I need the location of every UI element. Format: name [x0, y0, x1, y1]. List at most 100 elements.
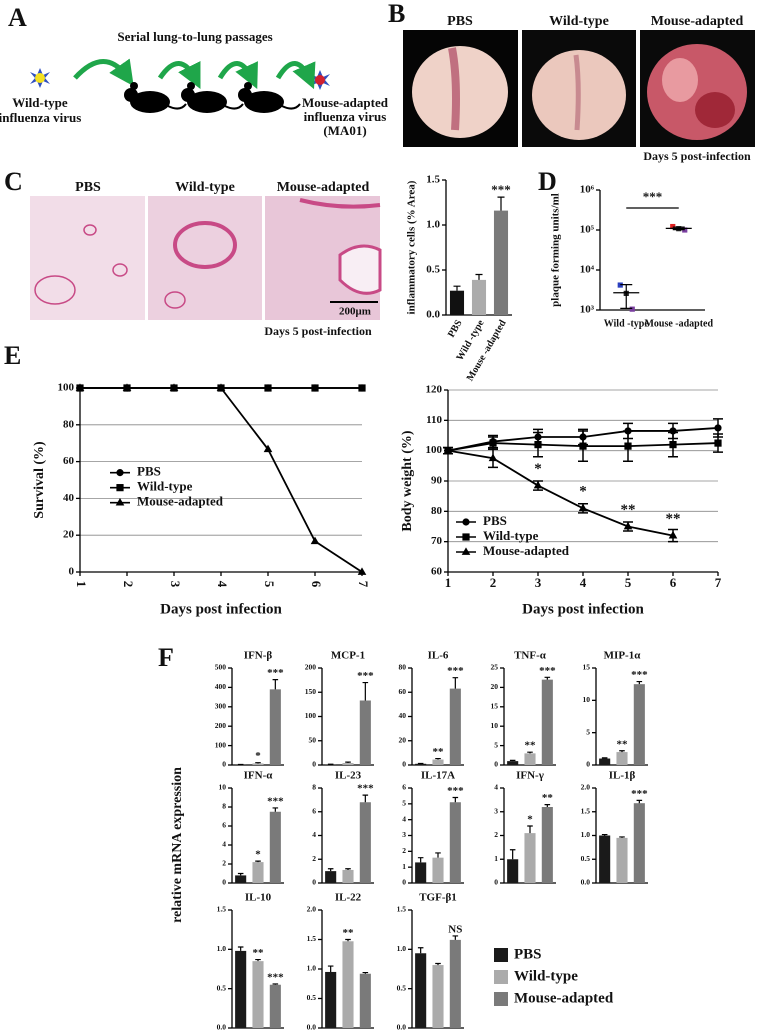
bar	[524, 753, 535, 765]
error-bar	[602, 835, 608, 836]
significance-label: ***	[357, 783, 374, 795]
y-tick-label: 5	[494, 740, 498, 749]
x-tick-label: Wild -type	[604, 318, 650, 329]
bar	[415, 862, 426, 883]
error-bar	[619, 751, 625, 752]
y-tick-label: 400	[215, 682, 227, 691]
y-tick-label: 60	[431, 566, 443, 578]
error-bar	[510, 850, 516, 860]
bar	[270, 812, 281, 883]
data-point	[264, 384, 271, 391]
bar	[342, 941, 353, 1028]
x-tick-label: 5	[262, 581, 277, 588]
y-tick-label: 80	[63, 418, 75, 430]
caption: Days 5 post-infection	[643, 149, 751, 163]
bar	[494, 211, 508, 315]
bar	[450, 802, 461, 883]
y-tick-label: 110	[426, 414, 442, 426]
significance-label: NS	[448, 923, 462, 935]
legend-swatch	[494, 948, 508, 962]
y-tick-label: 0	[494, 760, 498, 769]
bar	[542, 807, 553, 883]
error-bar	[453, 936, 459, 940]
significance-label: ***	[357, 670, 374, 682]
image-label: Wild-type	[175, 180, 235, 195]
data-point	[534, 441, 541, 448]
y-tick-label: 40	[399, 711, 407, 720]
bar	[360, 974, 371, 1028]
source-label: influenza virus	[0, 110, 81, 125]
passage-diagram	[30, 62, 330, 114]
significance-label: **	[433, 746, 445, 758]
bar	[507, 859, 518, 883]
x-tick-label: 5	[625, 575, 632, 590]
y-tick-label: 80	[399, 663, 407, 672]
error-bar	[363, 795, 369, 802]
y-tick-label: 25	[491, 663, 499, 672]
y-tick-label: 60	[399, 687, 407, 696]
y-tick-label: 100	[426, 444, 443, 456]
panel-label: E	[4, 341, 21, 370]
y-tick-label: 150	[305, 687, 317, 696]
y-tick-label: 20	[399, 735, 407, 744]
y-tick-label: 15	[583, 663, 591, 672]
y-tick-label: 5	[586, 727, 590, 736]
data-point	[714, 424, 721, 431]
y-tick-label: 4	[312, 830, 316, 839]
y-tick-label: 6	[402, 783, 406, 792]
significance-label: ***	[267, 971, 284, 983]
chart-title: TNF-α	[514, 650, 547, 662]
error-bar	[453, 678, 459, 689]
y-tick-label: 10⁵	[580, 224, 595, 236]
y-tick-label: 1.0	[581, 830, 591, 839]
bar	[360, 802, 371, 883]
y-tick-label: 1	[494, 854, 498, 863]
error-bar	[273, 680, 279, 690]
error-bar	[527, 826, 533, 833]
y-tick-label: 1.0	[217, 944, 227, 953]
bar	[524, 833, 535, 883]
error-bar	[328, 966, 334, 972]
error-bar	[328, 869, 334, 871]
y-tick-label: 0	[69, 566, 75, 578]
y-tick-label: 0	[494, 878, 498, 887]
error-bar	[345, 940, 351, 942]
significance-label: **	[617, 738, 629, 750]
panel-a-title: Serial lung-to-lung passages	[117, 29, 272, 44]
y-tick-label: 0.0	[581, 878, 591, 887]
lung-photos	[403, 30, 755, 147]
y-tick-label: 8	[222, 802, 226, 811]
bar	[252, 862, 263, 883]
result-label: influenza virus	[304, 109, 387, 124]
bar	[450, 689, 461, 765]
y-tick-label: 100	[305, 711, 317, 720]
significance-label: **	[621, 502, 636, 518]
bar	[415, 953, 426, 1028]
error-bar	[435, 853, 441, 858]
bar	[360, 700, 371, 765]
y-tick-label: 2	[494, 830, 498, 839]
y-tick-label: 0	[402, 760, 406, 769]
error-bar	[497, 197, 504, 211]
x-axis-label: Days post infection	[160, 601, 282, 617]
significance-label: ***	[631, 669, 648, 681]
bar	[325, 871, 336, 883]
chart-title: IL-6	[428, 650, 449, 662]
error-bar	[453, 798, 459, 803]
legend-marker	[116, 498, 125, 506]
bar	[235, 875, 246, 883]
y-tick-label: 20	[63, 529, 75, 541]
legend-swatch	[494, 992, 508, 1006]
chart-title: MIP-1α	[604, 650, 642, 662]
x-tick-label: 4	[580, 575, 587, 590]
significance-label: *	[255, 849, 261, 861]
image-label: Wild-type	[549, 14, 609, 29]
data-point	[311, 384, 318, 391]
error-bar	[255, 763, 261, 764]
y-tick-label: 200	[305, 663, 317, 672]
x-axis-label: Days post infection	[522, 601, 644, 617]
y-tick-label: 500	[215, 663, 227, 672]
significance-label: ***	[447, 665, 464, 677]
significance-label: *	[579, 484, 587, 500]
